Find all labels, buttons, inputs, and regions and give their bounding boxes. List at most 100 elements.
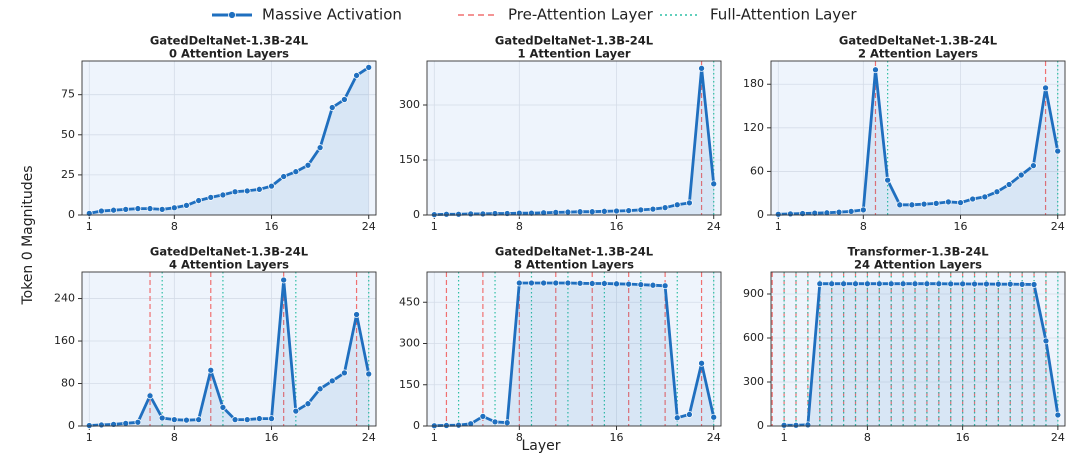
point — [673, 414, 681, 422]
point — [491, 418, 499, 426]
point — [455, 421, 462, 429]
point — [908, 201, 916, 209]
point — [840, 280, 847, 288]
y-axis-label: Token 0 Magnitudes — [20, 165, 36, 305]
point — [920, 200, 928, 208]
point — [859, 206, 867, 214]
plot-background — [427, 61, 721, 215]
point — [1017, 171, 1025, 179]
y-tick-label: 60 — [750, 164, 764, 177]
plot-frame — [770, 271, 1066, 427]
panel-subtitle: 2 Attention Layers — [858, 47, 978, 61]
point — [195, 416, 202, 423]
point — [467, 210, 475, 218]
point — [515, 279, 523, 287]
y-tick-label: 0 — [757, 419, 764, 432]
x-tick-label: 16 — [265, 220, 279, 233]
point — [134, 418, 142, 426]
point — [932, 200, 940, 207]
y-tick-label: 0 — [413, 419, 420, 432]
point — [564, 279, 572, 287]
y-tick-label: 50 — [61, 128, 75, 141]
point — [637, 281, 645, 288]
area — [784, 283, 1058, 426]
y-tick-label: 900 — [743, 287, 764, 300]
point — [588, 280, 596, 287]
point — [304, 161, 312, 169]
plot-frame — [81, 271, 377, 427]
point — [576, 279, 584, 287]
y-tick-label: 160 — [54, 334, 75, 347]
point — [792, 421, 800, 429]
area — [778, 69, 1058, 215]
point — [945, 198, 952, 206]
point — [540, 279, 547, 287]
point — [207, 194, 215, 201]
point — [787, 210, 794, 218]
x-tick-label: 16 — [956, 431, 970, 444]
point — [328, 104, 336, 111]
point — [710, 413, 718, 421]
point — [491, 210, 499, 217]
point — [503, 419, 511, 427]
point — [686, 411, 693, 418]
plot-frame — [426, 60, 722, 216]
legend-label: Pre-Attention Layer — [508, 6, 654, 24]
point — [983, 280, 990, 288]
point — [576, 208, 584, 216]
point — [316, 144, 324, 151]
point — [85, 422, 93, 429]
point — [661, 282, 669, 290]
panel-subtitle: 8 Attention Layers — [514, 258, 634, 272]
x-tick-label: 24 — [707, 220, 721, 233]
y-tick-label: 80 — [61, 377, 75, 390]
area — [89, 67, 369, 216]
point — [649, 281, 657, 289]
x-tick-label: 1 — [431, 220, 438, 233]
x-tick-label: 1 — [86, 220, 93, 233]
point — [957, 199, 964, 207]
point — [649, 205, 657, 213]
x-tick-label: 8 — [171, 431, 178, 444]
panel-subtitle: 1 Attention Layer — [517, 47, 630, 61]
point — [170, 416, 178, 423]
point — [872, 66, 879, 74]
panel-subtitle: 4 Attention Layers — [169, 258, 289, 272]
point — [365, 370, 373, 378]
panel-subtitle: 24 Attention Layers — [854, 258, 982, 272]
point — [935, 280, 943, 288]
point — [443, 422, 450, 429]
y-tick-label: 180 — [743, 77, 764, 90]
point — [864, 280, 871, 288]
point — [85, 210, 93, 217]
point — [625, 280, 633, 288]
plot-background — [82, 272, 376, 426]
point — [686, 199, 693, 207]
y-tick-label: 150 — [399, 153, 420, 166]
point — [835, 208, 843, 216]
y-tick-label: 300 — [743, 375, 764, 388]
point — [875, 280, 883, 288]
x-tick-label: 1 — [781, 431, 788, 444]
point — [231, 188, 239, 196]
point — [780, 421, 788, 429]
point — [673, 201, 681, 209]
point — [823, 209, 831, 217]
point — [540, 209, 547, 217]
x-tick-label: 1 — [86, 431, 93, 444]
y-tick-label: 300 — [399, 337, 420, 350]
point — [443, 210, 450, 218]
legend-marker — [228, 11, 236, 19]
y-tick-label: 0 — [757, 208, 764, 221]
panel-subtitle: 0 Attention Layers — [169, 47, 289, 61]
point — [661, 204, 669, 212]
x-tick-label: 8 — [516, 431, 523, 444]
y-tick-label: 0 — [68, 208, 75, 221]
point — [637, 206, 645, 214]
point — [994, 280, 1002, 288]
x-tick-label: 8 — [171, 220, 178, 233]
x-tick-label: 1 — [431, 431, 438, 444]
point — [110, 421, 117, 428]
